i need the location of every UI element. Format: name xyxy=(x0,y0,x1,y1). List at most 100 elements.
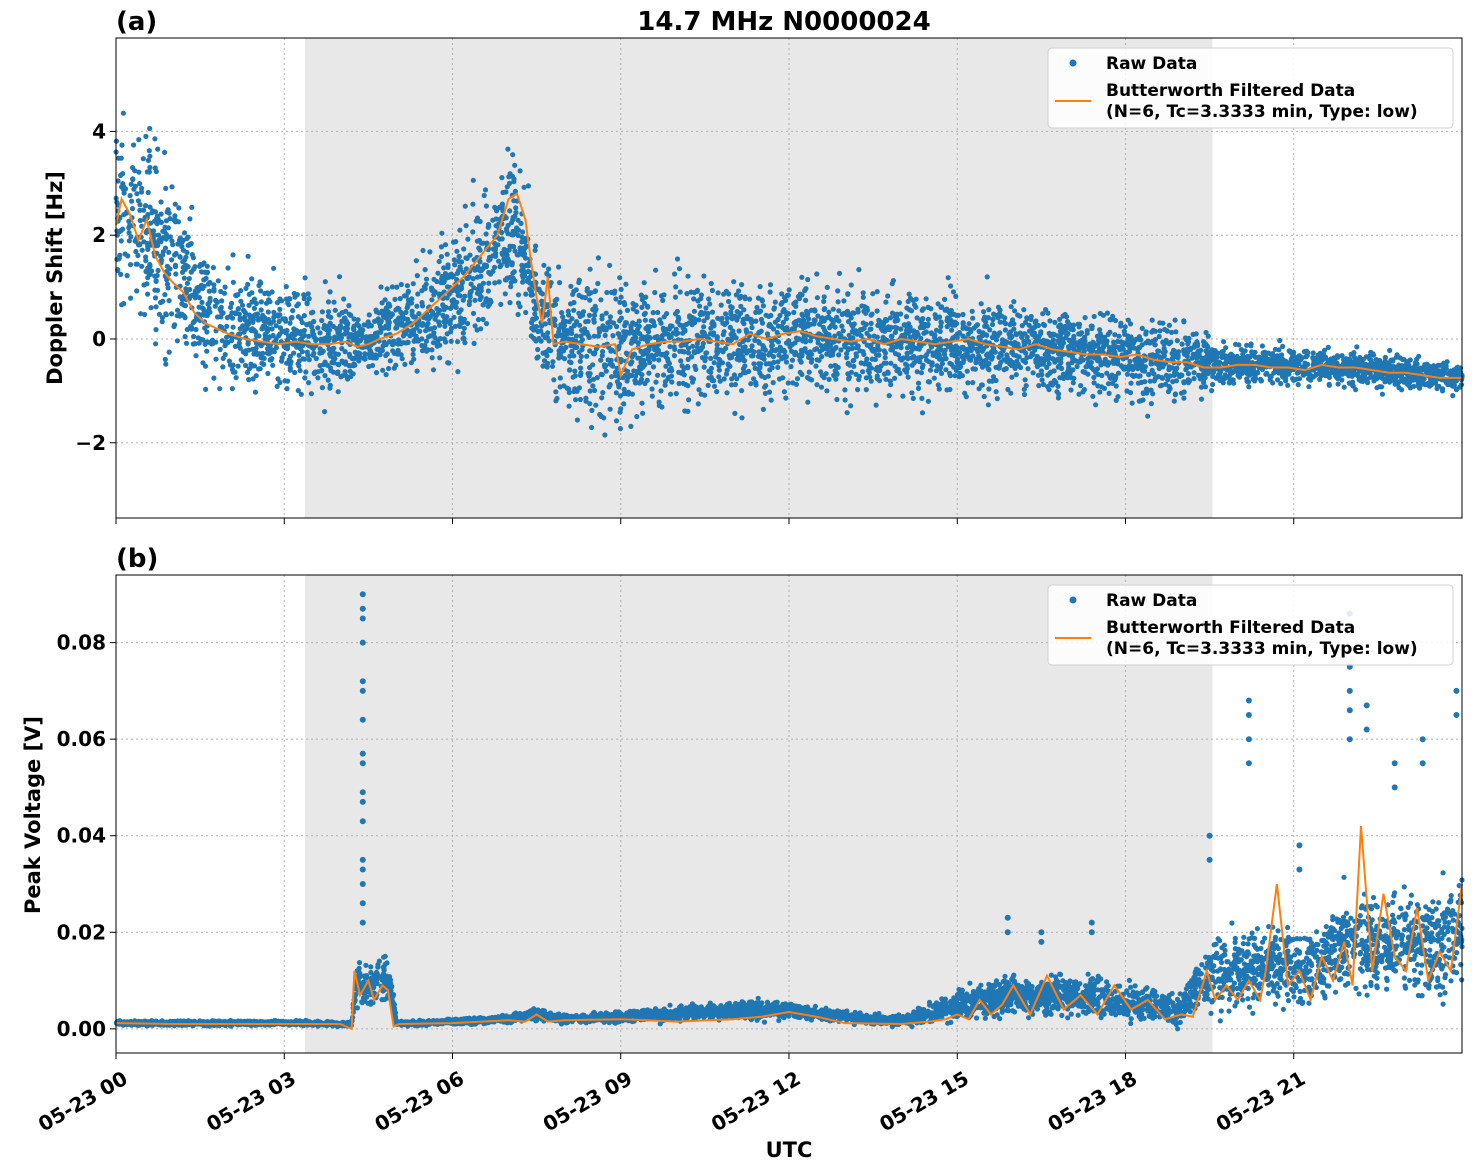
raw-data-point xyxy=(628,423,634,429)
raw-data-point xyxy=(1276,347,1282,353)
raw-data-point xyxy=(948,283,954,289)
raw-data-point xyxy=(130,176,136,182)
raw-data-point xyxy=(517,168,523,174)
raw-data-point xyxy=(1046,386,1052,393)
raw-data-point xyxy=(271,314,277,320)
raw-data-point xyxy=(413,258,419,264)
raw-data-point xyxy=(595,333,602,339)
raw-data-point xyxy=(814,382,820,388)
raw-data-point xyxy=(242,317,248,323)
raw-data-point xyxy=(143,258,149,264)
raw-data-point xyxy=(153,327,159,333)
raw-data-point xyxy=(440,303,446,309)
raw-data-point xyxy=(520,229,526,235)
raw-data-point xyxy=(836,352,842,358)
raw-data-point xyxy=(846,332,852,338)
raw-data-point xyxy=(515,227,522,233)
raw-data-point xyxy=(471,340,477,346)
raw-data-point xyxy=(732,381,739,388)
raw-data-point xyxy=(467,252,473,258)
raw-data-point xyxy=(147,125,153,132)
raw-data-point xyxy=(803,286,809,292)
raw-data-point xyxy=(953,293,959,299)
raw-data-point xyxy=(302,375,308,381)
raw-data-point xyxy=(205,281,211,287)
raw-data-point xyxy=(296,352,302,358)
raw-data-point xyxy=(228,304,234,310)
raw-data-point xyxy=(145,189,151,196)
raw-data-point xyxy=(655,372,661,378)
raw-data-point xyxy=(791,309,797,316)
raw-data-point xyxy=(315,375,321,381)
raw-data-point xyxy=(1129,400,1135,406)
raw-data-point xyxy=(607,361,613,367)
raw-data-point xyxy=(593,402,599,408)
raw-data-point xyxy=(960,311,966,318)
raw-data-point xyxy=(221,290,228,296)
raw-data-point xyxy=(944,324,950,330)
raw-data-point xyxy=(586,378,593,384)
raw-data-point xyxy=(354,321,360,327)
raw-data-point xyxy=(1334,374,1340,381)
raw-data-point xyxy=(455,339,461,345)
raw-data-point xyxy=(145,291,151,297)
raw-data-point xyxy=(885,293,891,299)
raw-data-point xyxy=(729,376,735,382)
raw-data-point xyxy=(646,370,652,376)
raw-data-point xyxy=(359,331,365,337)
raw-data-point xyxy=(738,303,744,309)
raw-data-point xyxy=(409,312,415,318)
raw-data-point xyxy=(883,299,889,305)
raw-data-point xyxy=(169,311,175,317)
raw-data-point xyxy=(851,363,857,369)
raw-data-point xyxy=(1407,357,1413,363)
raw-data-point xyxy=(1009,374,1015,380)
raw-data-point xyxy=(443,319,449,325)
raw-data-point xyxy=(918,335,924,341)
raw-data-point xyxy=(898,311,904,317)
raw-data-point xyxy=(960,359,966,365)
raw-data-point xyxy=(378,284,384,290)
raw-data-point xyxy=(797,291,803,297)
raw-data-point xyxy=(130,165,136,171)
raw-data-point xyxy=(979,348,985,354)
raw-data-point xyxy=(783,354,789,360)
raw-data-point xyxy=(598,413,604,419)
raw-data-point xyxy=(510,214,516,220)
raw-data-point xyxy=(1439,388,1446,394)
raw-data-point xyxy=(1249,349,1255,355)
raw-data-point xyxy=(661,314,667,320)
raw-data-point xyxy=(255,317,261,323)
raw-data-point xyxy=(304,301,310,307)
raw-data-point xyxy=(1060,375,1067,381)
raw-data-point xyxy=(657,317,663,323)
raw-data-point xyxy=(1017,313,1023,319)
raw-data-point xyxy=(287,367,293,373)
raw-data-point xyxy=(456,254,462,260)
raw-data-point xyxy=(599,372,605,378)
raw-data-point xyxy=(301,313,307,319)
raw-data-point xyxy=(455,369,461,375)
raw-data-point xyxy=(473,218,479,224)
raw-data-point xyxy=(1023,350,1029,356)
raw-data-point xyxy=(1013,353,1019,359)
raw-data-point xyxy=(435,270,441,276)
raw-data-point xyxy=(805,276,811,283)
raw-data-point xyxy=(1166,322,1172,328)
raw-data-point xyxy=(164,281,171,287)
raw-data-point xyxy=(1162,326,1168,333)
raw-data-point xyxy=(1411,383,1417,389)
raw-data-point xyxy=(172,217,178,223)
raw-data-point xyxy=(731,279,737,285)
raw-data-point xyxy=(984,274,990,280)
raw-data-point xyxy=(415,291,421,297)
raw-data-point xyxy=(1234,353,1240,360)
raw-data-point xyxy=(1117,346,1123,353)
raw-data-point xyxy=(700,340,706,347)
raw-data-point xyxy=(1107,317,1113,323)
raw-data-point xyxy=(996,365,1002,371)
raw-data-point xyxy=(439,230,445,236)
raw-data-point xyxy=(1198,396,1205,402)
raw-data-point xyxy=(142,203,149,209)
raw-data-point xyxy=(1167,386,1173,392)
